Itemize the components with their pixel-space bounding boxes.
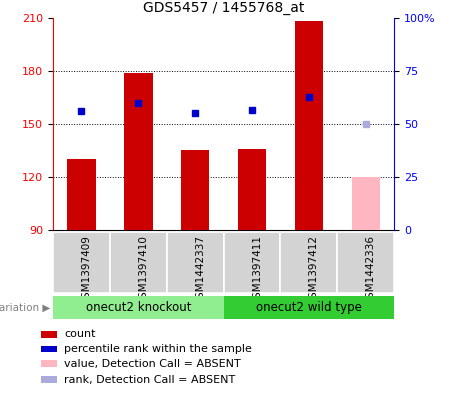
Bar <box>41 331 57 338</box>
Bar <box>224 232 280 293</box>
Text: onecut2 knockout: onecut2 knockout <box>86 301 191 314</box>
Text: percentile rank within the sample: percentile rank within the sample <box>65 344 252 354</box>
Text: GSM1442336: GSM1442336 <box>366 235 376 305</box>
Text: genotype/variation ▶: genotype/variation ▶ <box>0 303 50 312</box>
Bar <box>67 159 95 230</box>
Bar <box>41 360 57 367</box>
Text: rank, Detection Call = ABSENT: rank, Detection Call = ABSENT <box>65 375 236 385</box>
Text: GSM1442337: GSM1442337 <box>195 235 205 305</box>
Bar <box>295 21 323 230</box>
Bar <box>41 346 57 352</box>
Bar <box>280 232 337 293</box>
Text: GSM1397411: GSM1397411 <box>252 235 262 305</box>
Bar <box>41 376 57 383</box>
Bar <box>238 149 266 230</box>
Bar <box>167 232 224 293</box>
Title: GDS5457 / 1455768_at: GDS5457 / 1455768_at <box>143 1 304 15</box>
Bar <box>181 150 209 230</box>
Text: GSM1397409: GSM1397409 <box>82 235 91 305</box>
Text: onecut2 wild type: onecut2 wild type <box>256 301 362 314</box>
Text: GSM1397410: GSM1397410 <box>138 235 148 305</box>
Text: GSM1397412: GSM1397412 <box>309 235 319 305</box>
Bar <box>224 296 394 319</box>
Bar <box>53 232 110 293</box>
Bar <box>124 72 153 230</box>
Bar <box>337 232 394 293</box>
Bar <box>53 296 224 319</box>
Text: value, Detection Call = ABSENT: value, Detection Call = ABSENT <box>65 359 241 369</box>
Bar <box>110 232 167 293</box>
Text: count: count <box>65 329 96 339</box>
Bar <box>351 177 380 230</box>
